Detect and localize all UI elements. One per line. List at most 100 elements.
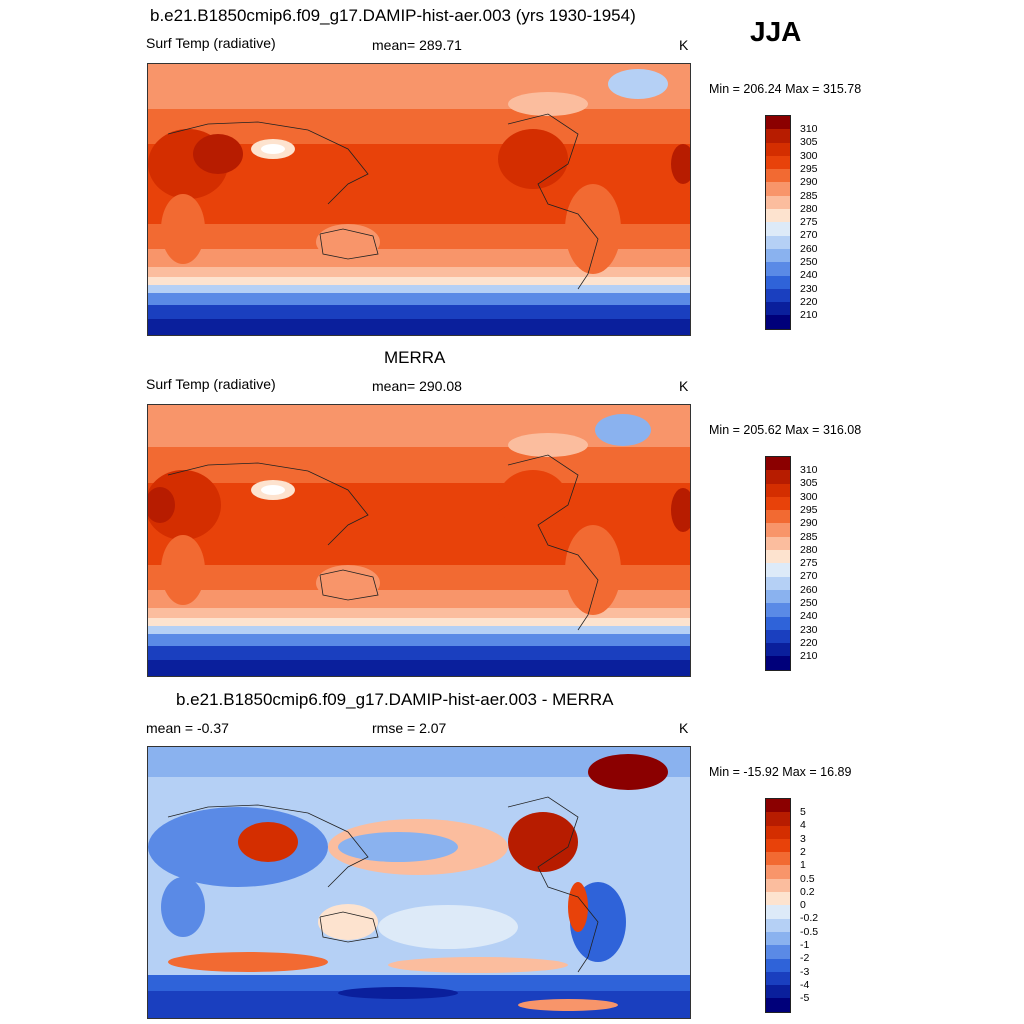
colorbar-box xyxy=(766,496,790,511)
colorbar-label: -0.5 xyxy=(800,925,819,938)
colorbar-label: 295 xyxy=(800,162,818,175)
colorbar-label: 250 xyxy=(800,597,818,609)
colorbar-label: 220 xyxy=(800,636,818,649)
colorbar-box xyxy=(766,248,790,263)
panel-1-mean-label: mean= 289.71 xyxy=(372,37,462,53)
colorbar-box xyxy=(766,629,790,644)
colorbar-box xyxy=(766,142,790,156)
colorbar-label: 240 xyxy=(800,610,818,623)
colorbar-label: -5 xyxy=(800,992,810,1005)
season-label: JJA xyxy=(750,16,802,47)
colorbar-box xyxy=(766,852,790,866)
colorbar-box xyxy=(766,262,790,276)
panel-2-units: K xyxy=(679,378,689,394)
colorbar-box xyxy=(766,483,790,497)
colorbar-label: 0 xyxy=(800,899,806,912)
colorbar-box xyxy=(766,656,790,670)
colorbar-label: 305 xyxy=(800,136,818,149)
colorbar-box xyxy=(766,812,790,826)
colorbar-box xyxy=(766,825,790,839)
colorbar-label: 270 xyxy=(800,229,818,242)
colorbar-label: 4 xyxy=(800,819,806,832)
colorbar-label: 300 xyxy=(800,490,818,503)
panel-2-map-svg xyxy=(148,405,690,676)
colorbar-box xyxy=(766,523,790,537)
panel-1-map xyxy=(147,63,691,336)
colorbar-label: 275 xyxy=(800,557,818,570)
colorbar-box xyxy=(766,616,790,630)
colorbar-label: 300 xyxy=(800,149,818,162)
panel-3-colorbar xyxy=(765,798,791,1013)
panel-1-title: b.e21.B1850cmip6.f09_g17.DAMIP-hist-aer.… xyxy=(150,6,636,25)
colorbar-box xyxy=(766,958,790,972)
panel-3-units: K xyxy=(679,720,689,736)
colorbar-label: 310 xyxy=(800,123,818,135)
colorbar-box xyxy=(766,971,790,986)
colorbar-label: 230 xyxy=(800,282,818,295)
colorbar-box xyxy=(766,576,790,590)
panel-2-colorbar xyxy=(765,456,791,671)
panel-3-rmse-label: rmse = 2.07 xyxy=(372,720,447,736)
colorbar-label: 290 xyxy=(800,176,818,189)
colorbar-label: -3 xyxy=(800,965,810,978)
colorbar-label: 310 xyxy=(800,464,818,476)
colorbar-label: 305 xyxy=(800,477,818,490)
colorbar-box xyxy=(766,945,790,959)
colorbar-label: 285 xyxy=(800,189,818,202)
colorbar-label: 275 xyxy=(800,216,818,229)
colorbar-box xyxy=(766,195,790,210)
panel-1-variable-label: Surf Temp (radiative) xyxy=(146,35,276,51)
colorbar-label: 295 xyxy=(800,503,818,516)
panel-3-map xyxy=(147,746,691,1019)
panel-3-title: b.e21.B1850cmip6.f09_g17.DAMIP-hist-aer.… xyxy=(176,690,614,709)
colorbar-box xyxy=(766,315,790,329)
colorbar-box xyxy=(766,222,790,236)
colorbar-box xyxy=(766,470,790,484)
colorbar-box xyxy=(766,182,790,196)
colorbar-box xyxy=(766,931,790,946)
colorbar-label: 5 xyxy=(800,806,806,818)
colorbar-box xyxy=(766,536,790,551)
colorbar-label: -0.2 xyxy=(800,912,819,925)
colorbar-label: -2 xyxy=(800,952,810,965)
panel-2-map xyxy=(147,404,691,677)
colorbar-label: 220 xyxy=(800,295,818,308)
colorbar-box xyxy=(766,878,790,893)
panel-3-minmax: Min = -15.92 Max = 16.89 xyxy=(709,765,852,779)
colorbar-label: -1 xyxy=(800,939,810,951)
colorbar-label: 260 xyxy=(800,242,818,255)
colorbar-box xyxy=(766,918,790,932)
colorbar-label: 260 xyxy=(800,583,818,596)
colorbar-box xyxy=(766,550,790,564)
colorbar-box xyxy=(766,838,790,853)
colorbar-box xyxy=(766,235,790,249)
panel-1-minmax: Min = 206.24 Max = 315.78 xyxy=(709,82,862,96)
colorbar-label: -4 xyxy=(800,978,810,991)
colorbar-label: 210 xyxy=(800,309,818,322)
colorbar-box xyxy=(766,302,790,316)
colorbar-box xyxy=(766,563,790,577)
colorbar-label: 280 xyxy=(800,202,818,215)
panel-3-mean-label: mean = -0.37 xyxy=(146,720,229,736)
colorbar-label: 285 xyxy=(800,530,818,543)
colorbar-box xyxy=(766,288,790,303)
colorbar-label: 0.5 xyxy=(800,872,815,885)
panel-2-minmax: Min = 205.62 Max = 316.08 xyxy=(709,423,862,437)
panel-2-mean-label: mean= 290.08 xyxy=(372,378,462,394)
panel-3-map-svg xyxy=(148,747,690,1018)
colorbar-box xyxy=(766,998,790,1012)
colorbar-box xyxy=(766,892,790,906)
panel-2-title: MERRA xyxy=(384,348,446,367)
colorbar-label: 1 xyxy=(800,859,806,872)
colorbar-box xyxy=(766,643,790,657)
colorbar-box xyxy=(766,155,790,170)
colorbar-box xyxy=(766,905,790,919)
colorbar-label: 230 xyxy=(800,623,818,636)
colorbar-label: 3 xyxy=(800,832,806,845)
colorbar-label: 270 xyxy=(800,570,818,583)
colorbar-box xyxy=(766,799,790,813)
colorbar-box xyxy=(766,169,790,183)
colorbar-box xyxy=(766,985,790,999)
colorbar-box xyxy=(766,275,790,289)
colorbar-box xyxy=(766,457,790,471)
